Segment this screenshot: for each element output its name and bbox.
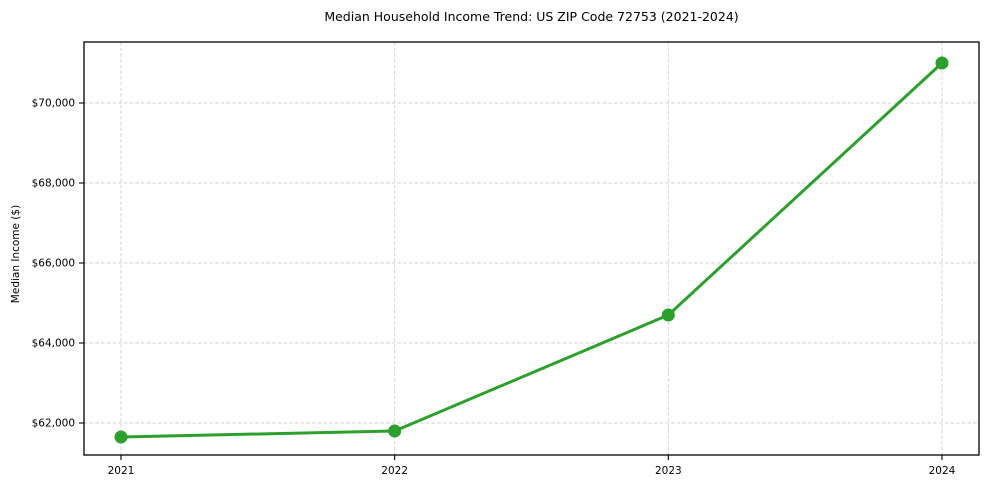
data-point [935, 56, 949, 70]
y-tick-label: $62,000 [32, 418, 75, 430]
y-tick-label: $66,000 [32, 258, 75, 270]
x-tick-label: 2024 [929, 465, 956, 477]
chart-title: Median Household Income Trend: US ZIP Co… [324, 9, 739, 24]
plot-frame [83, 41, 980, 456]
data-point [661, 308, 675, 322]
x-tick-label: 2022 [381, 465, 408, 477]
y-tick-label: $64,000 [32, 338, 75, 350]
x-tick-label: 2023 [655, 465, 682, 477]
y-axis-label-text: Median Income ($) [10, 204, 22, 304]
x-tick-label: 2021 [108, 465, 135, 477]
trend-line [119, 61, 944, 439]
data-point [114, 430, 128, 444]
y-tick-label: $70,000 [32, 98, 75, 110]
data-point [388, 424, 402, 438]
y-tick-label: $68,000 [32, 178, 75, 190]
